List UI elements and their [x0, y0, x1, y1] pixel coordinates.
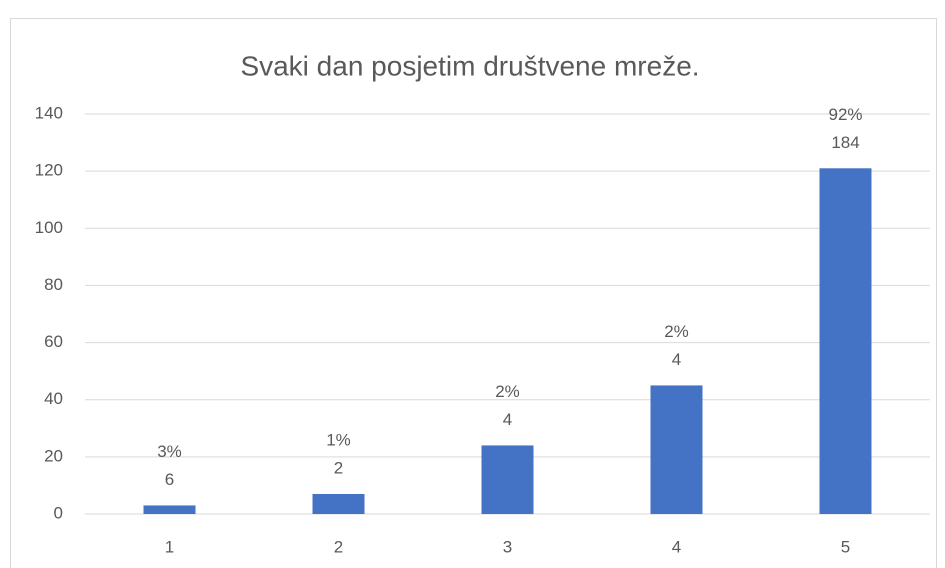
data-label-count: 184: [831, 133, 859, 152]
chart-title: Svaki dan posjetim društvene mreže.: [240, 50, 699, 81]
bar: [481, 445, 534, 514]
y-tick-label: 80: [44, 275, 63, 294]
data-label-count: 4: [503, 410, 512, 429]
x-tick-label: 1: [165, 537, 174, 556]
data-label-percent: 2%: [495, 382, 520, 401]
data-label-percent: 3%: [157, 442, 182, 461]
bar: [819, 168, 872, 515]
data-label-count: 6: [165, 470, 174, 489]
bar: [143, 505, 196, 514]
x-tick-label: 4: [672, 537, 681, 556]
y-tick-label: 60: [44, 332, 63, 351]
data-label-percent: 1%: [326, 430, 351, 449]
y-tick-label: 0: [54, 503, 63, 522]
bar: [312, 494, 365, 514]
y-tick-label: 120: [35, 161, 63, 180]
x-tick-label: 5: [841, 537, 850, 556]
y-tick-label: 140: [35, 103, 63, 122]
data-label-percent: 92%: [828, 105, 862, 124]
data-label-count: 4: [672, 350, 681, 369]
y-tick-label: 40: [44, 389, 63, 408]
data-label-count: 2: [334, 458, 343, 477]
x-tick-label: 2: [334, 537, 343, 556]
chart-frame: [10, 18, 937, 568]
y-tick-label: 100: [35, 218, 63, 237]
y-tick-label: 20: [44, 446, 63, 465]
data-label-percent: 2%: [664, 322, 689, 341]
bar: [650, 385, 703, 514]
x-tick-label: 3: [503, 537, 512, 556]
